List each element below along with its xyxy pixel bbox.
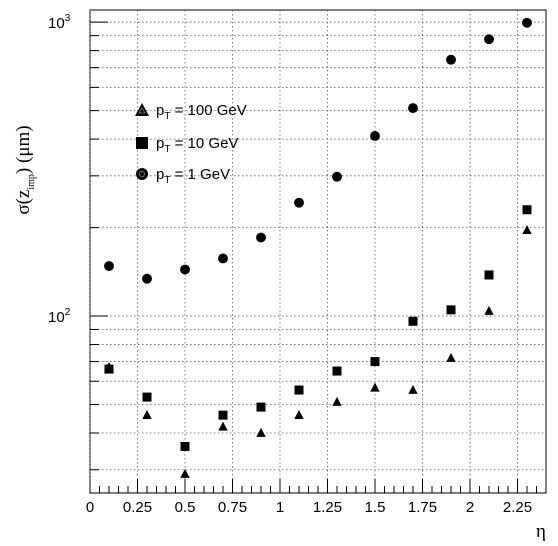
data-point [294, 197, 304, 208]
data-point [484, 305, 494, 315]
data-point [256, 427, 266, 437]
x-tick-label: 1.5 [365, 499, 386, 516]
plot-frame [89, 9, 547, 494]
data-point [256, 232, 266, 243]
x-tick-label: 1 [276, 499, 284, 516]
data-point [370, 357, 380, 367]
legend-label: pT = 10 GeV [156, 135, 238, 155]
data-point [332, 171, 342, 182]
x-tick-label: 1.25 [313, 499, 342, 516]
data-point [446, 54, 456, 65]
x-tick-label: 1.75 [408, 499, 437, 516]
data-point [408, 384, 418, 394]
legend-label: pT = 1 GeV [156, 166, 230, 186]
y-tick-label: 103 [48, 13, 71, 32]
x-tick-label: 0.5 [175, 499, 196, 516]
legend-item: pT = 10 GeV [136, 135, 238, 155]
data-point [332, 396, 342, 406]
data-point [142, 273, 152, 284]
legend: pT = 100 GeV pT = 10 GeV pT = 1 GeV [135, 102, 247, 186]
data-point [484, 34, 494, 45]
legend-item: pT = 1 GeV [136, 166, 230, 186]
series-circle [104, 17, 532, 284]
data-point [218, 410, 228, 420]
data-point [104, 364, 114, 374]
data-point [180, 441, 190, 451]
x-tick-label: 0 [86, 499, 94, 516]
data-point [218, 421, 228, 431]
data-point [332, 366, 342, 376]
data-point [294, 385, 304, 395]
legend-marker-square [136, 137, 148, 149]
series-square [104, 205, 532, 451]
data-point [142, 392, 152, 402]
legend-marker-circle [136, 168, 148, 180]
data-point [256, 402, 266, 412]
y-tick-label: 102 [48, 307, 71, 326]
x-tick-label: 0.25 [123, 499, 152, 516]
x-axis: 0 0.25 0.5 0.75 1 1.25 1.5 1.75 2 2.25 [86, 479, 537, 516]
x-tick-label: 0.75 [218, 499, 247, 516]
data-point [522, 205, 532, 215]
data-point [294, 410, 304, 420]
legend-label: pT = 100 GeV [156, 102, 247, 122]
data-point [446, 352, 456, 362]
data-point [446, 305, 456, 315]
legend-marker-detail [138, 107, 146, 114]
data-point [104, 261, 114, 271]
x-tick-label: 2 [466, 499, 474, 516]
legend-marker-detail [139, 171, 145, 177]
data-point [484, 270, 494, 280]
data-point [218, 253, 228, 264]
data-point [522, 225, 532, 235]
x-axis-label: η [536, 521, 546, 542]
data-point [180, 468, 190, 478]
data-point [522, 17, 532, 28]
data-point [408, 103, 418, 114]
series-triangle [104, 225, 532, 478]
data-points [104, 17, 532, 478]
data-point [370, 131, 380, 141]
grid [89, 10, 546, 493]
data-point [408, 316, 418, 326]
y-axis: 102 103 [48, 13, 108, 471]
x-tick-label: 2.25 [503, 499, 532, 516]
data-point [142, 410, 152, 420]
legend-marker-triangle [135, 103, 149, 116]
legend-item: pT = 100 GeV [135, 102, 247, 122]
data-point [370, 382, 380, 392]
y-axis-label: σ(zimp) (μm) [13, 125, 37, 214]
data-point [180, 264, 190, 275]
